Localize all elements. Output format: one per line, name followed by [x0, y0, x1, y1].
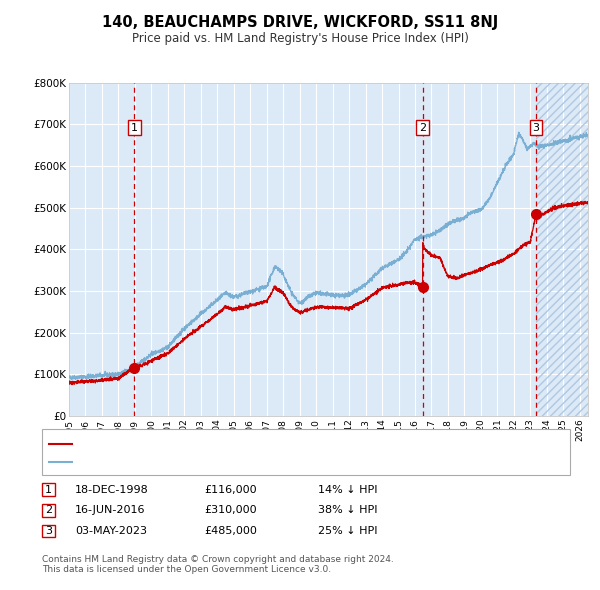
Text: 1: 1 [45, 485, 52, 494]
Text: 25% ↓ HPI: 25% ↓ HPI [318, 526, 377, 536]
Text: 16-JUN-2016: 16-JUN-2016 [75, 506, 146, 515]
Text: £485,000: £485,000 [204, 526, 257, 536]
Text: 3: 3 [45, 526, 52, 536]
Text: Contains HM Land Registry data © Crown copyright and database right 2024.
This d: Contains HM Land Registry data © Crown c… [42, 555, 394, 574]
Text: 2: 2 [419, 123, 426, 133]
Text: 14% ↓ HPI: 14% ↓ HPI [318, 485, 377, 494]
Text: 3: 3 [532, 123, 539, 133]
Text: 03-MAY-2023: 03-MAY-2023 [75, 526, 147, 536]
Text: 38% ↓ HPI: 38% ↓ HPI [318, 506, 377, 515]
Text: HPI: Average price, detached house, Basildon: HPI: Average price, detached house, Basi… [74, 457, 301, 467]
Text: £116,000: £116,000 [204, 485, 257, 494]
Text: £310,000: £310,000 [204, 506, 257, 515]
Text: 140, BEAUCHAMPS DRIVE, WICKFORD, SS11 8NJ (detached house): 140, BEAUCHAMPS DRIVE, WICKFORD, SS11 8N… [74, 438, 405, 448]
Bar [536, 83, 588, 416]
Text: 1: 1 [131, 123, 138, 133]
Text: Price paid vs. HM Land Registry's House Price Index (HPI): Price paid vs. HM Land Registry's House … [131, 32, 469, 45]
Text: 2: 2 [45, 506, 52, 515]
Text: 140, BEAUCHAMPS DRIVE, WICKFORD, SS11 8NJ: 140, BEAUCHAMPS DRIVE, WICKFORD, SS11 8N… [102, 15, 498, 30]
Text: 18-DEC-1998: 18-DEC-1998 [75, 485, 149, 494]
